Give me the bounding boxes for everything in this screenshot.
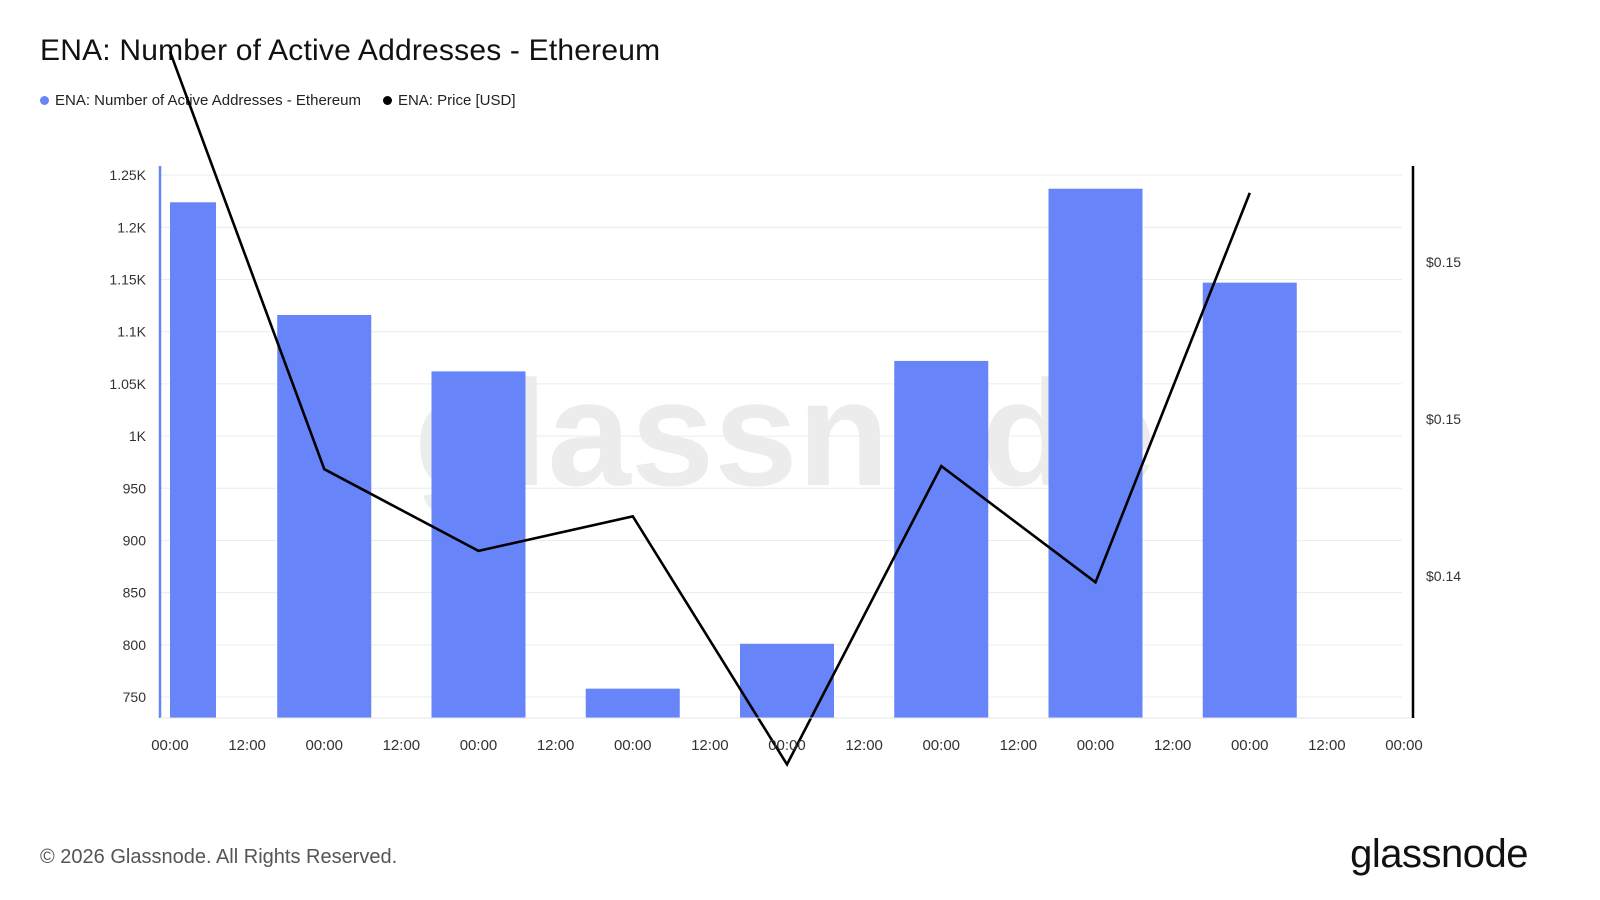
- x-axis-ticks: 00:00 12:00 00:00 12:00 00:00 12:00 00:00 12:00…: [151, 737, 1423, 754]
- legend-label-price: ENA: Price [USD]: [397, 92, 516, 109]
- y-tick-label: 800: [123, 637, 147, 653]
- x-tick-label: 00:00: [614, 737, 652, 754]
- y-tick-label: 1.25K: [109, 167, 146, 183]
- x-tick-label: 12:00: [537, 737, 575, 754]
- bar: [1202, 282, 1297, 718]
- x-tick-label: 00:00: [460, 737, 498, 754]
- legend-label-active-addresses: ENA: Number of Active Addresses - Ethere…: [55, 92, 361, 109]
- x-tick-label: 12:00: [845, 737, 883, 754]
- price-line-series: [168, 51, 1252, 768]
- x-tick-label: 12:00: [383, 737, 421, 754]
- legend-dot-price: [382, 96, 392, 105]
- y2-tick-label: $0.15: [1426, 411, 1461, 427]
- y-tick-label: 750: [123, 689, 147, 705]
- y-tick-label: 900: [123, 532, 147, 548]
- x-tick-label: 00:00: [1231, 737, 1269, 754]
- y-tick-label: 1.15K: [109, 272, 146, 288]
- y-axis-left-ticks: 750 800 850 900 950 1K 1.05K 1.1K 1.15K 1.2K 1.25K: [109, 167, 146, 705]
- x-tick-label: 12:00: [691, 737, 729, 754]
- x-tick-label: 00:00: [1077, 737, 1115, 754]
- y-tick-label: 1.05K: [109, 376, 146, 392]
- bar: [585, 688, 680, 718]
- price-line: [168, 51, 1252, 768]
- copyright-text: © 2026 Glassnode. All Rights Reserved.: [40, 846, 398, 868]
- x-tick-label: 00:00: [151, 737, 189, 754]
- chart-title: ENA: Number of Active Addresses - Ethere…: [40, 34, 661, 67]
- bar: [894, 360, 989, 718]
- x-tick-label: 12:00: [228, 737, 266, 754]
- y-axis-right-ticks: $0.14 $0.15 $0.15: [1426, 254, 1461, 584]
- glassnode-logo: glassnode: [1350, 832, 1528, 876]
- axes: [158, 166, 1415, 719]
- legend-item-price[interactable]: ENA: Price [USD]: [382, 92, 516, 109]
- bar: [740, 643, 834, 718]
- y2-tick-label: $0.15: [1426, 254, 1461, 270]
- y2-tick-label: $0.14: [1426, 568, 1461, 584]
- bar: [1048, 188, 1143, 719]
- legend-dot-active-addresses: [40, 96, 49, 105]
- legend-item-active-addresses[interactable]: ENA: Number of Active Addresses - Ethere…: [40, 92, 361, 109]
- bar-series: [170, 188, 1297, 719]
- y-tick-label: 950: [123, 480, 147, 496]
- y-tick-label: 1K: [129, 428, 147, 444]
- x-tick-label: 00:00: [768, 737, 806, 754]
- bar: [277, 315, 372, 718]
- y-tick-label: 850: [123, 585, 147, 601]
- y-tick-label: 1.1K: [117, 324, 146, 340]
- watermark-text: glassnode: [414, 349, 1156, 517]
- legend: ENA: Number of Active Addresses - Ethere…: [40, 92, 516, 109]
- x-tick-label: 00:00: [922, 737, 960, 754]
- x-tick-label: 12:00: [1154, 737, 1192, 754]
- x-tick-label: 12:00: [1000, 737, 1038, 754]
- x-tick-label: 00:00: [305, 737, 343, 754]
- y-tick-label: 1.2K: [117, 219, 146, 235]
- bar: [170, 202, 216, 718]
- x-tick-label: 12:00: [1308, 737, 1346, 754]
- x-tick-label: 00:00: [1385, 737, 1423, 754]
